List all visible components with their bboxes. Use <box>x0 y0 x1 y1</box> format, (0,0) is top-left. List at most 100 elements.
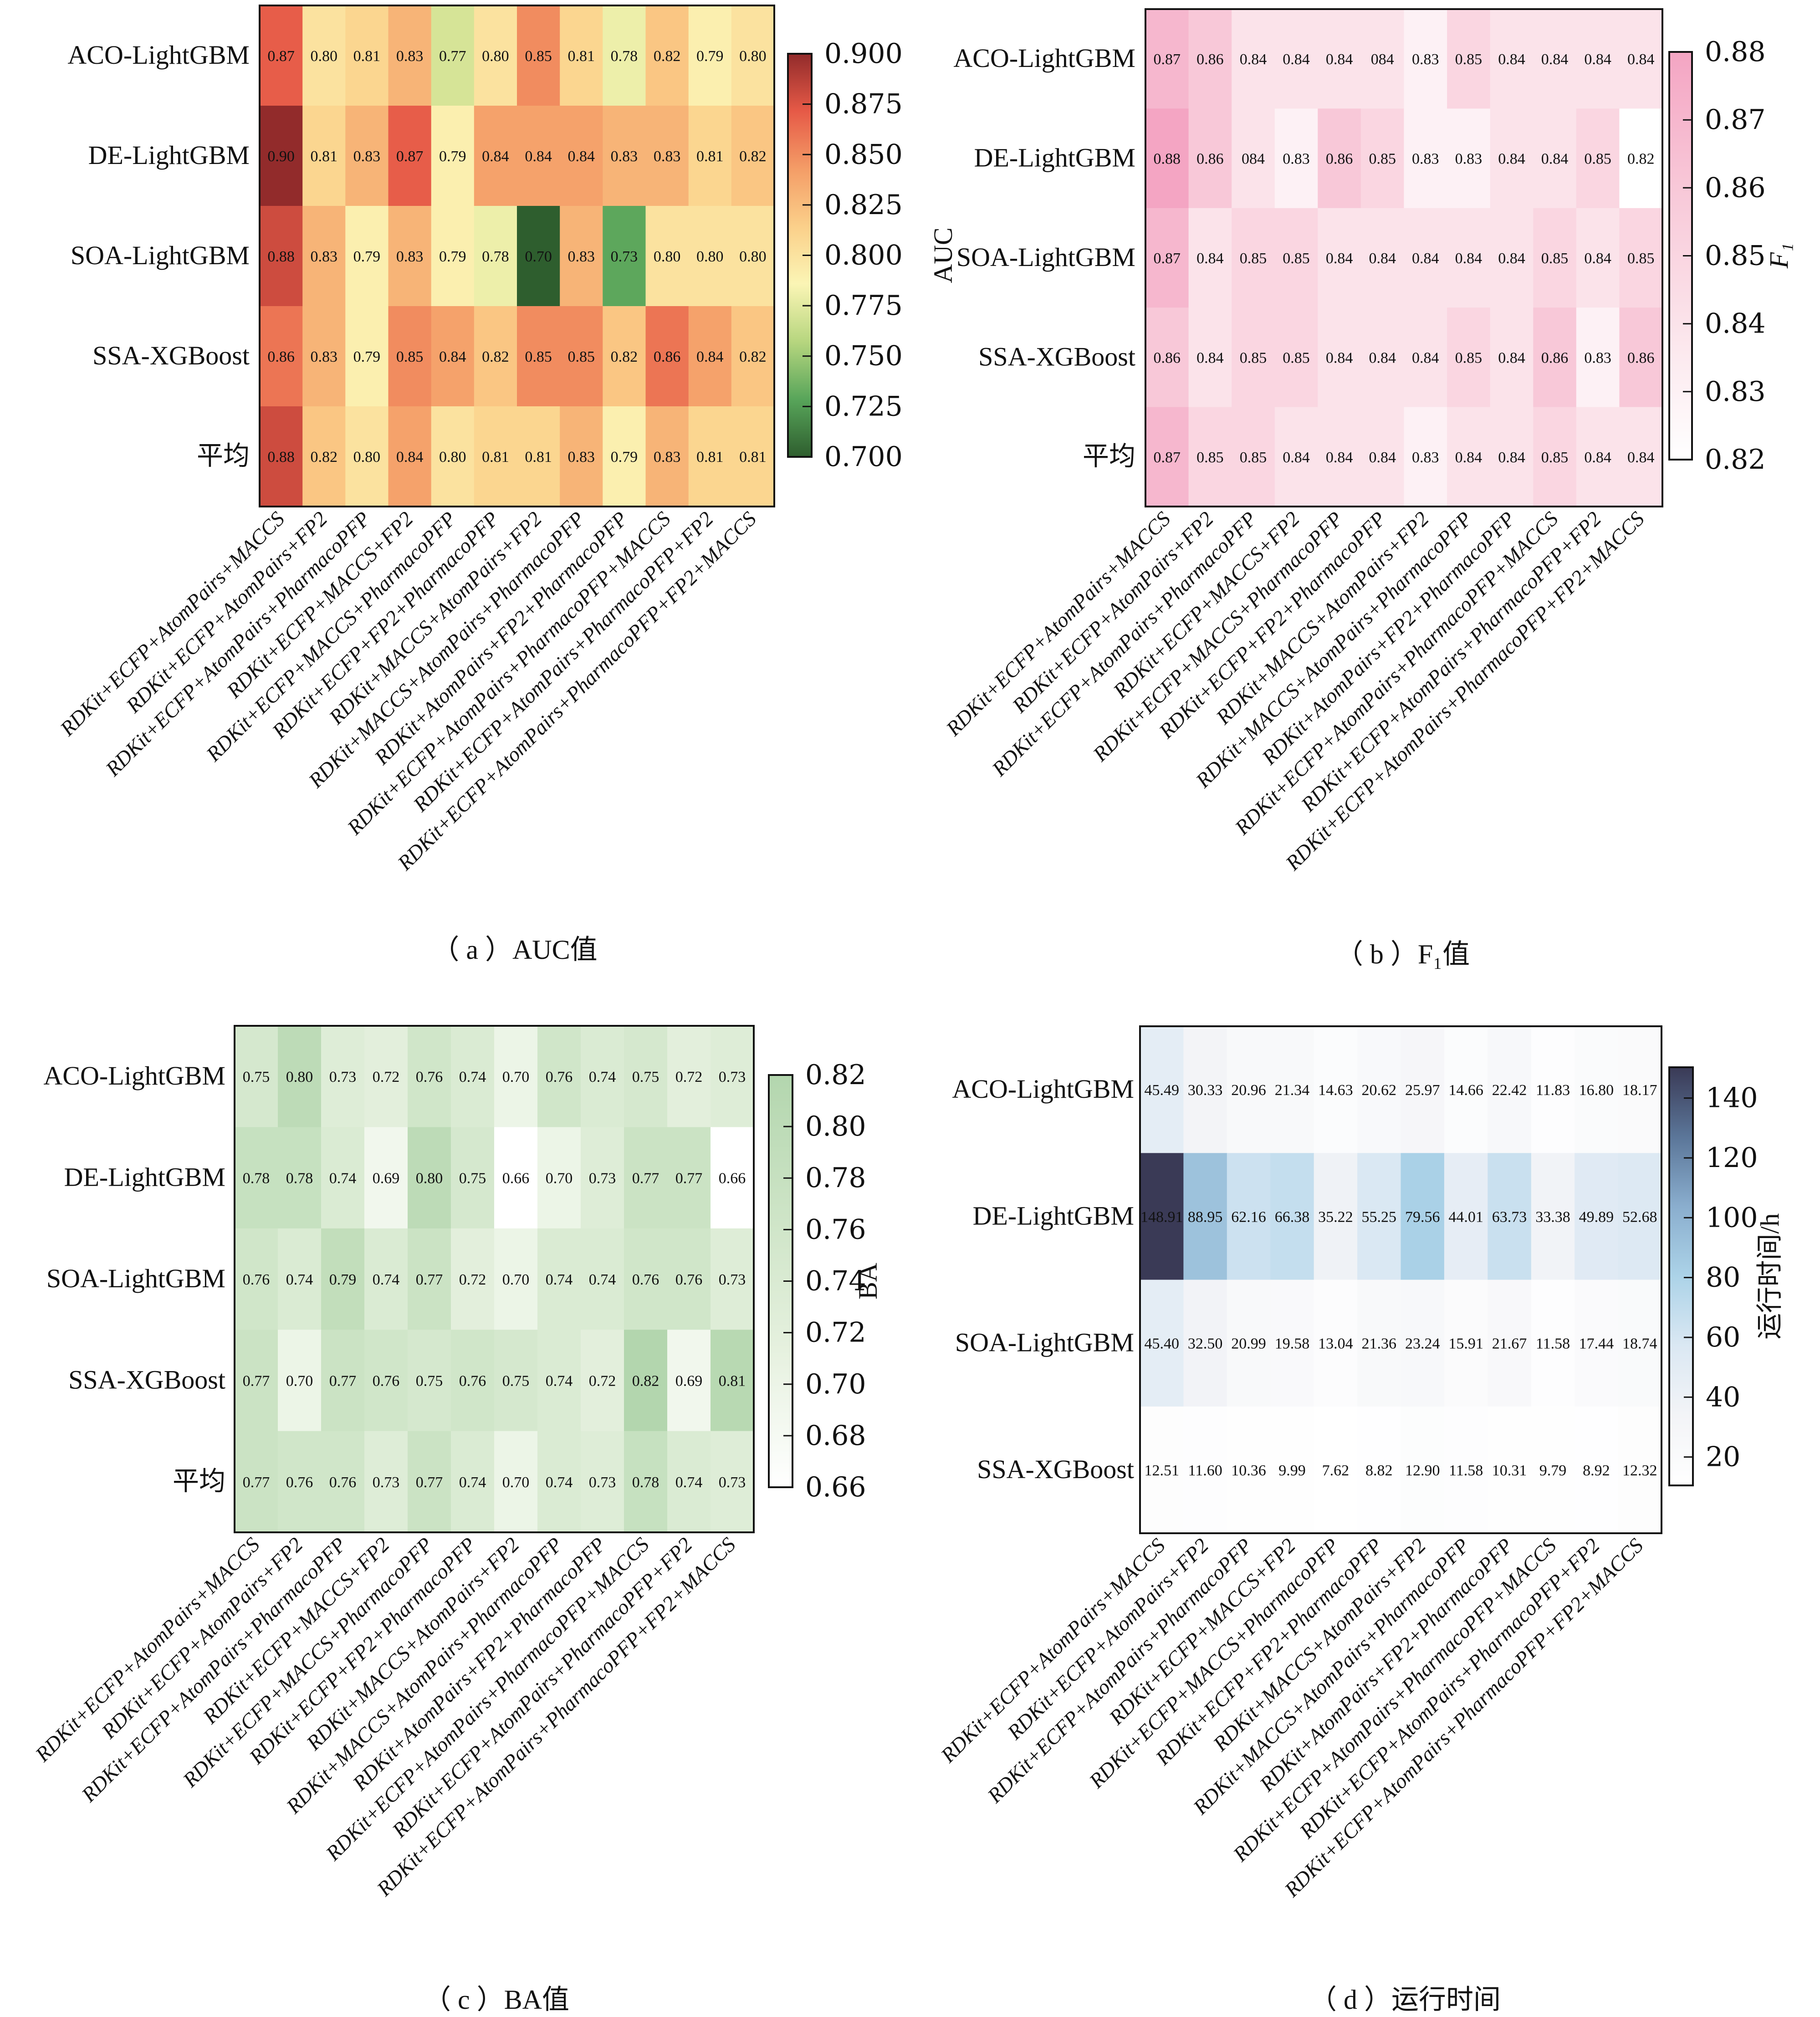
heatmap-cell <box>667 1026 711 1127</box>
heatmap-cell <box>1274 307 1318 408</box>
cell-value-label: 0.78 <box>243 1170 270 1187</box>
heatmap-cell <box>1490 108 1534 209</box>
cell-value-label: 0.84 <box>1498 250 1525 267</box>
cell-value-label: 0.74 <box>373 1271 400 1288</box>
heatmap-cells: 0.75 0.80 0.73 0.72 0.76 0.74 0.70 0.76 0.74 0.75… <box>235 1026 754 1533</box>
y-tick-label: DE-LightGBM <box>64 1162 225 1192</box>
heatmap-cell <box>451 1228 495 1330</box>
heatmap-cell <box>645 106 689 206</box>
cell-value-label: 0.84 <box>1584 250 1611 267</box>
cell-value-label: 0.76 <box>329 1474 357 1491</box>
cell-value-label: 0.84 <box>439 348 466 365</box>
cell-value-label: 0.80 <box>654 248 681 265</box>
heatmap-cell <box>1533 407 1577 507</box>
cell-value-label: 0.81 <box>739 449 767 466</box>
cell-value-label: 0.83 <box>311 248 338 265</box>
heatmap-cell <box>451 1026 495 1127</box>
cell-value-label: 0.76 <box>675 1271 703 1288</box>
panel-d-runtime-heatmap: 45.49 30.33 20.96 21.34 14.63 20.62 25.97 14.66… <box>936 1025 1784 2015</box>
y-tick-label: SOA-LightGBM <box>956 242 1135 272</box>
heatmap-cell <box>1357 1280 1401 1407</box>
cell-value-label: 0.72 <box>589 1372 616 1389</box>
heatmap-cell <box>1270 1280 1314 1407</box>
cell-value-label: 0.77 <box>675 1170 703 1187</box>
colorbar-tick-label: 0.82 <box>805 1059 866 1091</box>
cell-value-label: 0.85 <box>1541 250 1569 267</box>
cell-value-label: 88.95 <box>1188 1208 1223 1225</box>
heatmap-cell <box>1444 1026 1488 1153</box>
cell-value-label: 0.72 <box>459 1271 486 1288</box>
cell-value-label: 0.79 <box>439 248 466 265</box>
cell-value-label: 0.85 <box>525 48 552 65</box>
cell-value-label: 0.86 <box>1154 349 1181 366</box>
heatmap-cell <box>1619 9 1663 109</box>
cell-value-label: 79.56 <box>1405 1208 1440 1225</box>
cell-value-label: 0.83 <box>568 248 595 265</box>
heatmap-cell <box>560 206 603 307</box>
cell-value-label: 0.84 <box>1326 349 1353 366</box>
heatmap-cell <box>1357 1153 1401 1280</box>
cell-value-label: 0.73 <box>719 1474 746 1491</box>
cell-value-label: 0.73 <box>719 1069 746 1085</box>
heatmap-cell <box>711 1330 754 1432</box>
cell-value-label: 11.60 <box>1188 1462 1222 1479</box>
heatmap-cell <box>388 306 432 407</box>
cell-value-label: 0.74 <box>286 1271 313 1288</box>
colorbar: 0.82 0.80 0.78 0.76 0.74 0.72 0.70 0.68 0.66 BA <box>768 1059 883 1503</box>
heatmap-cell <box>1318 208 1361 308</box>
y-tick-label: SOA-LightGBM <box>955 1328 1134 1357</box>
heatmap-cell <box>560 406 603 507</box>
heatmap-cell <box>1227 1153 1271 1280</box>
colorbar: 140 120 100 80 60 40 20 运行时间/h <box>1668 1066 1784 1486</box>
cell-value-label: 0.84 <box>1369 449 1396 466</box>
colorbar-tick-label: 100 <box>1706 1202 1758 1234</box>
heatmap-cell <box>431 206 475 307</box>
heatmap-cell <box>1227 1280 1271 1407</box>
colorbar-gradient <box>1668 1066 1694 1486</box>
heatmap-cell <box>1575 1406 1619 1534</box>
cell-value-label: 0.72 <box>373 1069 400 1085</box>
heatmap-cell <box>1274 208 1318 308</box>
heatmap-cell <box>645 206 689 307</box>
y-tick-label: ACO-LightGBM <box>67 40 250 70</box>
heatmap-cell <box>731 306 775 407</box>
cell-value-label: 0.79 <box>611 449 638 466</box>
cell-value-label: 0.79 <box>353 248 381 265</box>
heatmap-cell <box>1145 9 1189 109</box>
heatmap-cell <box>667 1431 711 1533</box>
heatmap-cell <box>474 206 517 307</box>
heatmap-cell <box>1619 307 1663 408</box>
heatmap-cell <box>667 1330 711 1432</box>
heatmap-cell <box>260 406 303 507</box>
heatmap-frame <box>1139 1025 1662 1534</box>
cell-value-label: 0.84 <box>1541 151 1569 168</box>
cell-value-label: 10.31 <box>1492 1462 1527 1479</box>
cell-value-label: 0.85 <box>1584 151 1611 168</box>
y-axis-labels: ACO-LightGBM DE-LightGBM SOA-LightGBM SSA-X… <box>952 1074 1134 1484</box>
heatmap-cell <box>581 1228 624 1330</box>
cell-value-label: 21.34 <box>1275 1082 1310 1099</box>
y-tick-label: SOA-LightGBM <box>71 241 250 270</box>
heatmap-cell <box>321 1228 365 1330</box>
cell-value-label: 148.91 <box>1140 1208 1183 1225</box>
heatmap-cell <box>388 5 432 106</box>
heatmap-cell <box>1274 407 1318 507</box>
heatmap-cell <box>408 1228 451 1330</box>
cell-value-label: 0.85 <box>1240 349 1267 366</box>
y-tick-label: ACO-LightGBM <box>952 1074 1134 1104</box>
heatmap-cell <box>1488 1280 1532 1407</box>
cell-value-label: 0.73 <box>719 1271 746 1288</box>
colorbar-title: F₁ <box>1764 243 1794 269</box>
heatmap-cell <box>1618 1026 1662 1153</box>
cell-value-label: 0.80 <box>696 248 724 265</box>
panel-a-auc-heatmap: 0.87 0.80 0.81 0.83 0.77 0.80 0.85 0.81 0.78 0.82… <box>55 5 958 965</box>
y-axis-labels: ACO-LightGBM DE-LightGBM SOA-LightGBM SSA-X… <box>43 1061 225 1496</box>
x-axis-labels: RDKit+ECFP+AtomPairs+MACCSRDKit+ECFP+Ato… <box>936 1534 1647 1902</box>
heatmap-cell <box>1227 1406 1271 1534</box>
cell-value-label: 084 <box>1371 51 1394 68</box>
colorbar-tick-label: 0.78 <box>805 1162 866 1194</box>
heatmap-cell <box>1232 307 1275 408</box>
heatmap-cell <box>494 1330 538 1432</box>
heatmap-cell <box>603 306 646 407</box>
heatmap-cell <box>517 5 560 106</box>
